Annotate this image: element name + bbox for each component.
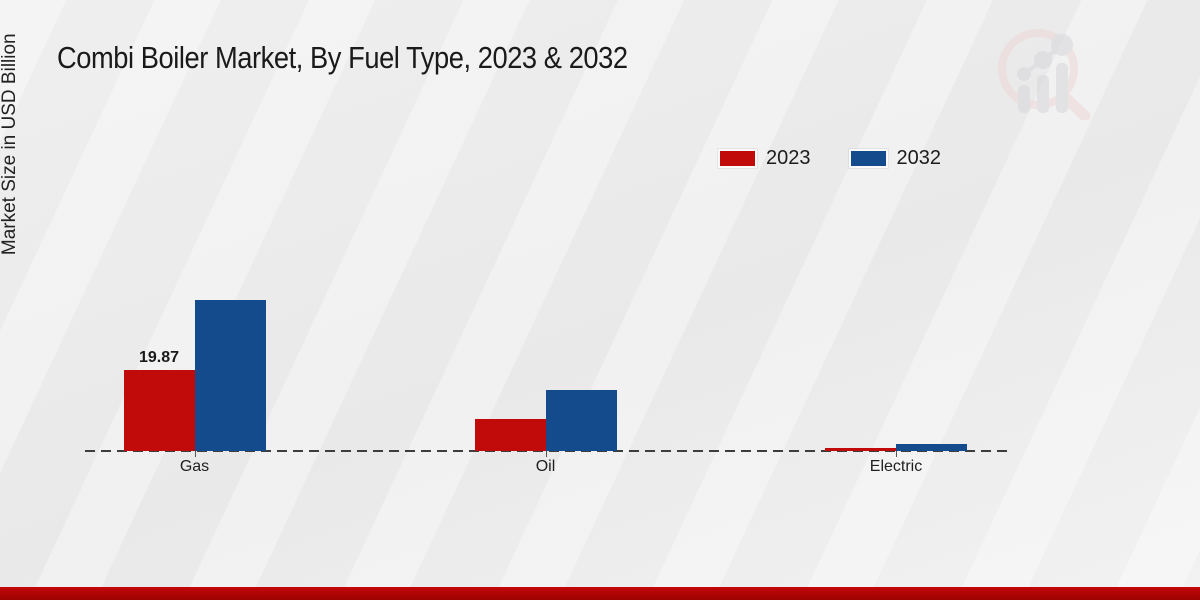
legend-label-2032: 2032 (896, 147, 942, 169)
category-label-oil: Oil (535, 458, 556, 475)
legend-swatch-2032 (848, 149, 888, 168)
x-axis-tick-electric (896, 451, 897, 457)
magnifier-bar-chart-logo-icon (998, 29, 1091, 120)
legend-label-2023: 2023 (766, 147, 811, 169)
bar-2023-electric (825, 448, 896, 451)
footer-accent-strip (0, 587, 1200, 600)
bar-2023-oil (474, 419, 546, 451)
x-axis-tick-gas (194, 451, 196, 457)
legend-item-2023: 2023 (718, 147, 811, 170)
legend: 2023 2032 (718, 147, 941, 170)
bar-2023-gas (123, 370, 195, 451)
category-label-electric: Electric (869, 458, 923, 475)
chart-title: Combi Boiler Market, By Fuel Type, 2023 … (57, 40, 628, 75)
category-label-gas: Gas (179, 458, 210, 475)
bar-2032-electric (896, 444, 967, 451)
bar-2032-oil (545, 390, 617, 451)
legend-item-2032: 2032 (848, 147, 942, 170)
x-axis-tick-oil (545, 451, 547, 457)
bar-2032-gas (194, 300, 266, 451)
legend-swatch-2023 (718, 149, 757, 168)
bar-value-label: 19.87 (138, 349, 180, 366)
